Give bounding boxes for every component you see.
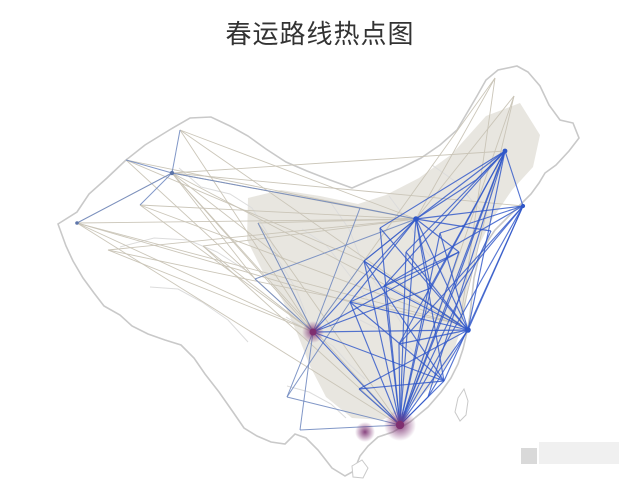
hainan-outline	[351, 459, 369, 479]
map-title: 春运路线热点图	[225, 20, 415, 50]
hot-glow-central	[302, 321, 324, 343]
east-hub	[465, 327, 471, 333]
land-shade	[247, 103, 540, 420]
hot-glow-southwest	[355, 422, 375, 442]
blurred-watermark	[521, 440, 621, 470]
hot-glow-south	[384, 409, 416, 441]
taiwan-outline	[454, 387, 469, 422]
northwest-hub	[75, 221, 79, 225]
north-hub	[413, 216, 419, 222]
northeast-hub	[502, 148, 508, 154]
western-hub	[169, 170, 175, 176]
watermark-shape	[521, 442, 619, 464]
coastal-hub	[520, 203, 526, 209]
